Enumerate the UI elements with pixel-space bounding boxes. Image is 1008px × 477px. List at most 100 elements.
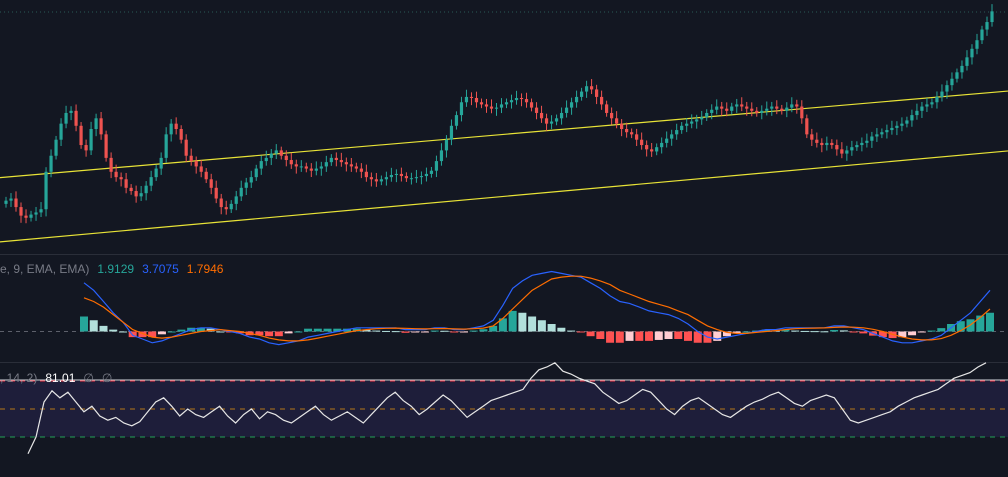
candle-body	[74, 110, 78, 126]
candle-body	[429, 170, 434, 174]
candle-body	[685, 123, 689, 126]
candle-body	[955, 72, 959, 79]
candle-body	[600, 96, 604, 105]
candle-body	[489, 106, 494, 109]
candle-body	[404, 176, 409, 179]
candle-body	[284, 155, 288, 161]
candle-body	[149, 177, 153, 186]
candle-body	[174, 123, 178, 129]
candle-body	[154, 168, 158, 178]
candle-body	[620, 123, 624, 129]
candle-body	[549, 121, 554, 124]
candle-body	[19, 207, 23, 216]
candle-body	[419, 176, 424, 178]
candle-body	[720, 106, 724, 109]
candle-body	[364, 171, 368, 178]
candle-body	[795, 104, 799, 107]
candle-body	[394, 173, 398, 175]
candle-body	[64, 112, 68, 124]
candle-body	[900, 123, 904, 126]
macd-histogram-bar	[177, 329, 186, 332]
candle-body	[169, 123, 173, 135]
candle-body	[454, 115, 459, 126]
candle-body	[574, 96, 579, 103]
candle-body	[309, 168, 313, 171]
macd-histogram-bar	[274, 331, 283, 337]
candle-body	[930, 102, 934, 105]
candle-body	[339, 160, 343, 163]
candle-body	[389, 174, 393, 178]
candle-body	[124, 179, 128, 188]
macd-histogram-bar	[99, 325, 108, 332]
candle-body	[359, 168, 363, 172]
candle-body	[670, 134, 674, 139]
macd-histogram-bar	[255, 331, 264, 336]
macd-histogram-bar	[606, 331, 615, 343]
macd-histogram-bar	[557, 327, 566, 332]
macd-histogram-bar	[284, 331, 293, 334]
macd-histogram-bar	[586, 331, 595, 337]
candle-body	[615, 118, 619, 124]
candle-body	[4, 200, 8, 204]
candle-body	[650, 149, 654, 152]
candle-body	[740, 104, 744, 107]
candle-body	[905, 120, 909, 124]
candle-body	[715, 106, 719, 110]
channel-line	[0, 90, 1008, 179]
candle-body	[214, 187, 218, 199]
rsi-legend: , 14, 2) 81.01 ∅ ∅	[0, 371, 112, 385]
candle-body	[464, 96, 469, 103]
candle-body	[920, 106, 924, 111]
candle-body	[594, 89, 599, 97]
candle-body	[114, 171, 118, 178]
candle-body	[880, 132, 884, 135]
macd-histogram-bar	[313, 328, 322, 332]
macd-histogram-bar	[761, 329, 770, 332]
macd-legend-params: e, 9, EMA, EMA)	[0, 262, 90, 276]
candle-body	[504, 102, 509, 105]
candle-body	[79, 125, 83, 146]
candle-body	[24, 215, 28, 218]
candle-body	[780, 108, 784, 111]
candle-body	[579, 91, 584, 97]
candle-body	[544, 118, 549, 124]
macd-histogram-bar	[109, 329, 118, 332]
candle-body	[815, 139, 819, 143]
candle-body	[54, 139, 58, 156]
macd-histogram-bar	[732, 331, 741, 334]
candle-body	[940, 91, 944, 97]
candle-body	[705, 112, 709, 118]
candle-body	[204, 171, 208, 180]
macd-histogram-bar	[800, 330, 809, 332]
channel-line	[0, 150, 1008, 243]
candle-body	[324, 162, 328, 167]
candle-body	[835, 145, 839, 150]
candle-body	[319, 166, 323, 169]
candle-body	[915, 110, 919, 116]
candle-body	[274, 150, 278, 154]
candle-body	[700, 117, 704, 120]
candle-body	[249, 177, 253, 183]
candle-body	[985, 22, 989, 30]
candle-body	[850, 147, 854, 151]
candle-body	[179, 129, 183, 140]
candle-body	[329, 157, 333, 163]
candle-body	[630, 132, 634, 135]
candle-body	[29, 214, 33, 218]
candle-body	[945, 85, 949, 92]
candle-body	[790, 104, 794, 108]
candle-body	[139, 193, 143, 197]
candle-body	[304, 166, 308, 169]
candle-body	[935, 96, 939, 103]
candle-body	[69, 110, 73, 113]
candle-body	[259, 161, 263, 169]
candle-body	[865, 140, 869, 143]
candle-body	[344, 162, 348, 165]
candle-body	[840, 149, 844, 154]
candle-body	[509, 100, 514, 103]
rsi-empty-icon-2: ∅	[101, 371, 113, 385]
candle-body	[870, 136, 874, 141]
candle-body	[219, 198, 223, 208]
candle-body	[730, 106, 734, 111]
